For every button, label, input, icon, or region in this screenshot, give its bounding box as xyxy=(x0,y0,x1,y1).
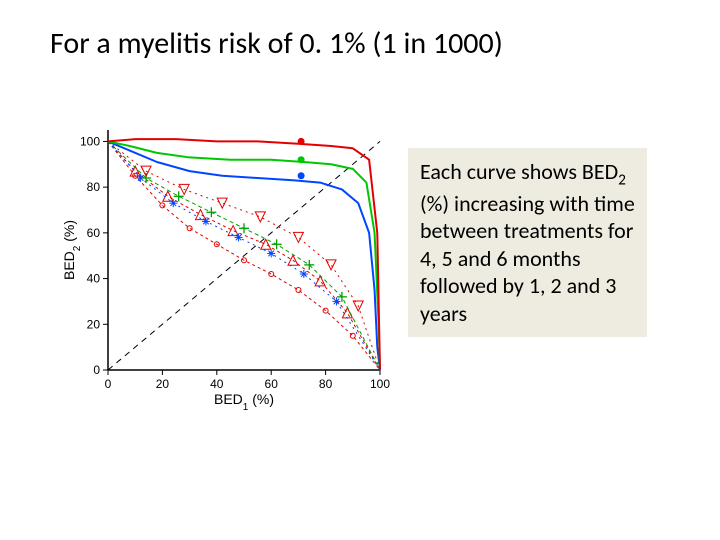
caption-text-a: Each curve shows BED xyxy=(420,158,618,185)
svg-text:40: 40 xyxy=(87,272,101,286)
svg-text:0: 0 xyxy=(93,363,100,377)
svg-text:100: 100 xyxy=(80,134,100,148)
svg-text:80: 80 xyxy=(319,377,333,391)
svg-text:0: 0 xyxy=(105,377,112,391)
svg-text:100: 100 xyxy=(370,377,390,391)
svg-text:60: 60 xyxy=(87,226,101,240)
svg-text:20: 20 xyxy=(87,317,101,331)
svg-text:60: 60 xyxy=(265,377,279,391)
bed-chart: 0 20 40 60 80 100 0 20 40 60 80 100 BED1 (%) BED2 (%) xyxy=(60,120,390,410)
svg-text:80: 80 xyxy=(87,180,101,194)
caption-box: Each curve shows BED2 (%) increasing wit… xyxy=(408,148,647,337)
caption-sub: 2 xyxy=(618,170,626,189)
page-title: For a myelitis risk of 0. 1% (1 in 1000) xyxy=(50,25,670,62)
svg-text:40: 40 xyxy=(210,377,224,391)
svg-text:20: 20 xyxy=(156,377,170,391)
caption-text-b: (%) increasing with time between treatme… xyxy=(420,190,635,327)
svg-text:BED1 (%): BED1 (%) xyxy=(214,391,274,410)
svg-text:BED2 (%): BED2 (%) xyxy=(61,220,83,280)
